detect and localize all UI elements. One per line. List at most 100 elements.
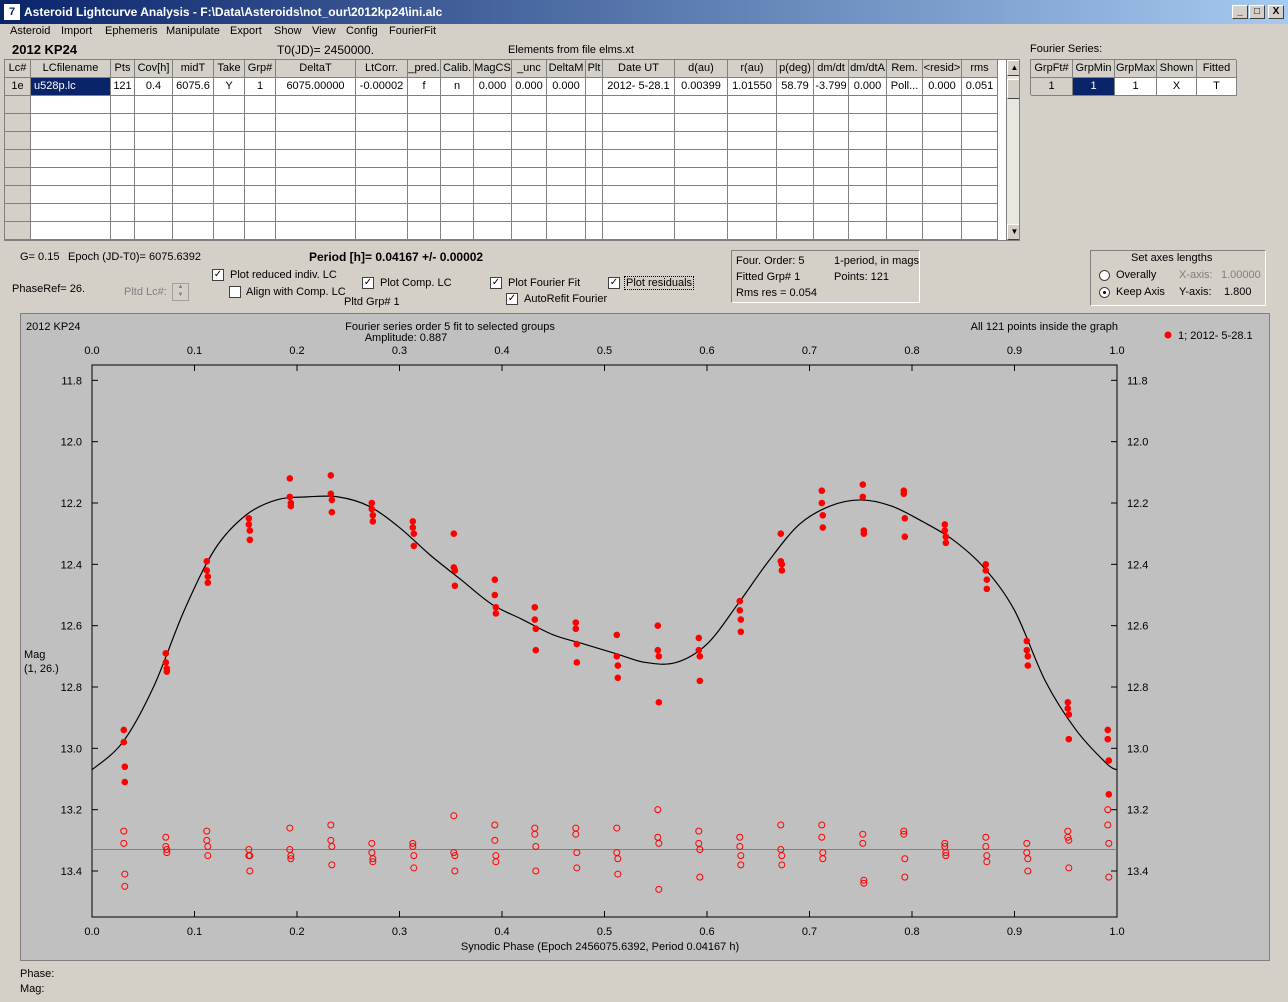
column-header[interactable]: LtCorr. [356,60,408,78]
empty-cell[interactable] [356,114,408,132]
column-header[interactable]: Rem. [887,60,923,78]
empty-cell[interactable] [887,186,923,204]
menu-config[interactable]: Config [346,25,378,37]
empty-cell[interactable] [814,114,849,132]
maximize-button[interactable]: □ [1249,5,1265,19]
empty-cell[interactable] [777,204,814,222]
fourier-cell[interactable]: 1 [1115,78,1157,96]
empty-cell[interactable] [675,96,728,114]
column-header[interactable]: DeltaT [276,60,356,78]
empty-cell[interactable] [356,186,408,204]
table-cell[interactable]: u528p.lc [31,78,111,96]
empty-cell[interactable] [728,222,777,240]
x-axis-value[interactable]: 1.00000 [1221,269,1261,281]
empty-cell[interactable] [586,132,603,150]
empty-cell[interactable] [441,186,474,204]
column-header[interactable]: r(au) [728,60,777,78]
empty-cell[interactable] [849,150,887,168]
empty-cell[interactable] [31,204,111,222]
table-cell[interactable]: 1e [5,78,31,96]
table-scrollbar[interactable]: ▲ ▼ [1006,60,1019,240]
fourier-cell[interactable]: 1 [1073,78,1115,96]
column-header[interactable]: Lc# [5,60,31,78]
empty-cell[interactable] [512,114,547,132]
plot-fourier-checkbox[interactable]: ✓ [490,277,502,289]
empty-cell[interactable] [512,186,547,204]
table-cell[interactable]: 2012- 5-28.1 [603,78,675,96]
column-header[interactable]: MagCS [474,60,512,78]
empty-cell[interactable] [408,222,441,240]
spin-down-icon[interactable]: ▼ [177,292,184,298]
empty-cell[interactable] [814,150,849,168]
empty-cell[interactable] [31,132,111,150]
empty-cell[interactable] [675,114,728,132]
empty-cell[interactable] [135,96,173,114]
empty-cell[interactable] [408,132,441,150]
empty-cell[interactable] [728,96,777,114]
fourier-column-header[interactable]: Fitted [1197,60,1237,78]
empty-cell[interactable] [547,114,586,132]
empty-cell[interactable] [474,96,512,114]
empty-cell[interactable] [245,204,276,222]
empty-cell[interactable] [135,114,173,132]
empty-cell[interactable] [135,132,173,150]
empty-cell[interactable] [547,204,586,222]
empty-cell[interactable] [675,132,728,150]
empty-cell[interactable] [276,222,356,240]
scroll-down-icon[interactable]: ▼ [1007,224,1019,240]
table-cell[interactable]: Y [214,78,245,96]
empty-cell[interactable] [675,222,728,240]
empty-cell[interactable] [728,114,777,132]
empty-cell[interactable] [111,222,135,240]
menu-view[interactable]: View [312,25,336,37]
app-icon[interactable]: 7 [4,4,20,20]
empty-cell[interactable] [849,168,887,186]
empty-cell[interactable] [245,222,276,240]
fourier-cell[interactable]: 1 [1031,78,1073,96]
empty-cell[interactable] [214,96,245,114]
empty-cell[interactable] [276,186,356,204]
keep-axis-radio[interactable] [1099,287,1110,298]
empty-cell[interactable] [214,132,245,150]
empty-cell[interactable] [923,150,962,168]
empty-cell[interactable] [814,132,849,150]
row-gutter[interactable] [5,132,31,150]
empty-cell[interactable] [814,186,849,204]
empty-cell[interactable] [408,114,441,132]
empty-cell[interactable] [408,168,441,186]
table-cell[interactable]: Poll... [887,78,923,96]
empty-cell[interactable] [962,222,998,240]
empty-cell[interactable] [586,114,603,132]
empty-cell[interactable] [962,114,998,132]
empty-cell[interactable] [276,150,356,168]
close-button[interactable]: X [1268,5,1284,19]
empty-cell[interactable] [441,204,474,222]
minimize-button[interactable]: _ [1232,5,1248,19]
empty-cell[interactable] [31,150,111,168]
empty-cell[interactable] [603,132,675,150]
empty-cell[interactable] [675,186,728,204]
empty-cell[interactable] [111,114,135,132]
lightcurve-table[interactable]: Lc# LCfilename Pts Cov[h] midT Take Grp# DeltaT… [4,59,1020,241]
empty-cell[interactable] [887,132,923,150]
empty-cell[interactable] [474,168,512,186]
empty-cell[interactable] [675,204,728,222]
empty-cell[interactable] [408,186,441,204]
empty-cell[interactable] [962,186,998,204]
lightcurve-plot[interactable]: 0.0 0.0 0.1 0.1 0.2 0.2 0.3 0.3 0.4 0.4 0.5 0.5 0.6 0… [21,314,1269,960]
empty-cell[interactable] [603,222,675,240]
empty-cell[interactable] [603,204,675,222]
empty-cell[interactable] [135,186,173,204]
menu-asteroid[interactable]: Asteroid [10,25,51,37]
pltd-lc-spinner[interactable]: ▲ ▼ [172,283,189,301]
empty-cell[interactable] [923,186,962,204]
empty-cell[interactable] [173,114,214,132]
empty-cell[interactable] [887,114,923,132]
empty-cell[interactable] [408,96,441,114]
empty-cell[interactable] [923,168,962,186]
table-cell[interactable]: 58.79 [777,78,814,96]
empty-cell[interactable] [111,168,135,186]
empty-cell[interactable] [474,186,512,204]
empty-cell[interactable] [603,114,675,132]
empty-cell[interactable] [512,150,547,168]
